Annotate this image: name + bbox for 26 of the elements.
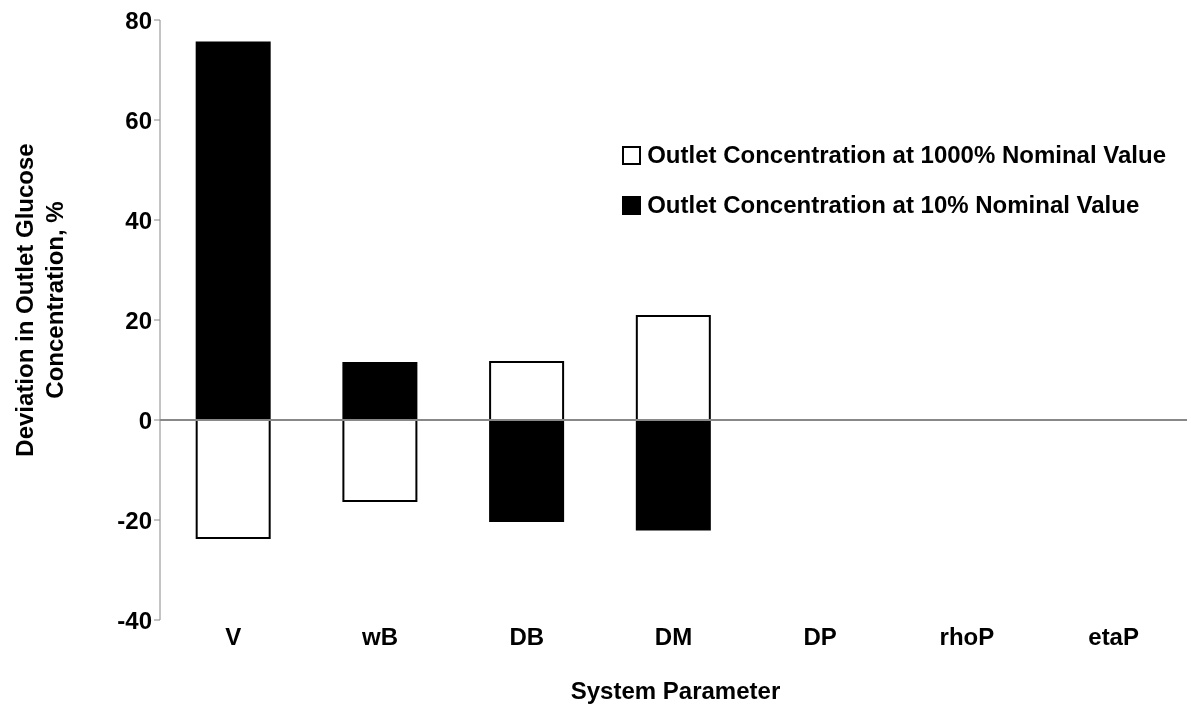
bar [635, 419, 711, 531]
y-tick-label: 60 [125, 106, 152, 134]
bar [489, 361, 565, 421]
bar [342, 419, 418, 502]
x-tick-label: V [225, 623, 242, 651]
x-tick-label: DP [803, 623, 837, 651]
y-tick-label: 40 [125, 206, 152, 234]
bar [635, 315, 711, 421]
bar [489, 419, 565, 522]
legend-label: Outlet Concentration at 10% Nominal Value [647, 191, 1140, 219]
y-axis-title: Deviation in Outlet Glucose Concentration, % [10, 142, 69, 459]
bar [195, 419, 271, 539]
y-tick-label: 0 [138, 406, 152, 434]
y-tick-label: 80 [125, 6, 152, 34]
y-tick-label: -20 [117, 506, 152, 534]
y-tick-label: -40 [117, 606, 152, 634]
x-axis-title: System Parameter [569, 677, 782, 705]
x-tick-label: DM [654, 623, 693, 651]
bar [195, 41, 271, 421]
x-tick-label: etaP [1088, 623, 1139, 651]
x-tick-label: wB [361, 623, 399, 651]
x-tick-label: DB [509, 623, 545, 651]
y-tick-label: 20 [125, 306, 152, 334]
bar [342, 362, 418, 421]
legend-label: Outlet Concentration at 1000% Nominal Value [647, 141, 1166, 169]
x-tick-label: rhoP [939, 623, 995, 651]
